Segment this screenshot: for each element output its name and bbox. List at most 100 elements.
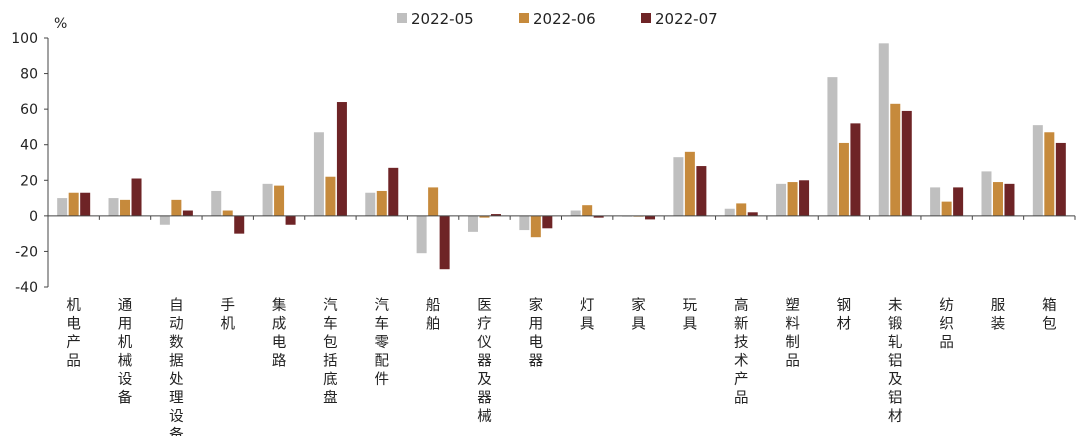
category-label: 汽车包括底盘	[323, 297, 338, 407]
bar-2022-07-机电产品	[80, 192, 91, 216]
bar-2022-07-钢材	[850, 123, 861, 216]
category-label: 钢材	[837, 297, 852, 333]
bars-group	[57, 43, 1066, 270]
category-label: 玩具	[683, 298, 698, 333]
bar-2022-07-家用电器	[542, 215, 553, 229]
category-label: 通用机械设备	[118, 297, 133, 407]
category-label: 船舶	[426, 297, 441, 333]
legend-item-2022-07: 2022-07	[641, 10, 718, 28]
bar-2022-05-医疗仪器及器械	[467, 215, 478, 232]
bar-2022-06-纺织品	[941, 201, 952, 216]
category-label: 自动数据处理设备	[169, 297, 184, 436]
bar-2022-05-灯具	[570, 210, 581, 216]
y-tick-label: -20	[15, 244, 38, 260]
category-label: 机电产品	[66, 297, 81, 370]
legend-item-2022-06: 2022-06	[519, 10, 596, 28]
bar-2022-07-医疗仪器及器械	[490, 214, 501, 216]
category-label: 纺织品	[939, 297, 954, 351]
y-tick-label: 0	[29, 209, 38, 225]
bar-2022-05-船舶	[416, 215, 427, 254]
bar-2022-05-汽车包括底盘	[313, 132, 324, 216]
category-label: 医疗仪器及器械	[477, 298, 492, 425]
bar-2022-06-医疗仪器及器械	[479, 215, 490, 218]
bar-2022-06-高新技术产品	[736, 203, 747, 216]
legend-swatch	[641, 13, 651, 23]
bar-2022-06-塑料制品	[787, 182, 798, 216]
legend-swatch	[397, 13, 407, 23]
bar-2022-06-机电产品	[68, 192, 79, 216]
y-axis-unit-label: %	[54, 16, 67, 32]
y-tick-label: -40	[15, 280, 38, 296]
bar-2022-05-服装	[981, 171, 992, 216]
bar-2022-07-集成电路	[285, 215, 296, 225]
bar-2022-07-自动数据处理设备	[182, 210, 193, 216]
bar-2022-06-未锻轧铝及铝材	[890, 103, 901, 216]
category-label: 集成电路	[272, 297, 287, 370]
bar-2022-05-通用机械设备	[108, 198, 119, 216]
category-label: 箱包	[1042, 297, 1057, 333]
bar-2022-07-通用机械设备	[131, 178, 142, 216]
category-labels: 机电产品 通用机械设备 自动数据处理设备 手机 集成电路 汽车包括底盘 汽车零配件 船舶 医疗仪…	[66, 297, 1056, 436]
bar-2022-07-高新技术产品	[747, 212, 758, 216]
bar-2022-07-手机	[234, 215, 245, 234]
category-label: 塑料制品	[785, 297, 800, 370]
bar-2022-07-玩具	[696, 166, 707, 216]
bar-2022-05-未锻轧铝及铝材	[878, 43, 889, 216]
bar-2022-07-箱包	[1055, 142, 1066, 216]
bar-2022-06-钢材	[838, 142, 849, 216]
category-label: 家用电器	[529, 297, 544, 370]
bar-2022-06-汽车包括底盘	[325, 176, 336, 216]
y-tick-label: 80	[20, 67, 38, 83]
bar-2022-06-汽车零配件	[376, 190, 387, 216]
legend-swatch	[519, 13, 529, 23]
bar-2022-06-服装	[992, 182, 1003, 216]
bar-2022-07-未锻轧铝及铝材	[901, 110, 912, 216]
bar-2022-06-手机	[222, 210, 233, 216]
x-axis	[47, 215, 1076, 220]
bar-2022-06-自动数据处理设备	[171, 199, 182, 216]
category-label: 灯具	[580, 297, 595, 333]
bar-2022-06-通用机械设备	[120, 199, 131, 216]
bar-2022-06-集成电路	[274, 185, 285, 216]
bar-2022-05-塑料制品	[776, 183, 787, 216]
bar-2022-05-自动数据处理设备	[159, 215, 170, 225]
bar-2022-06-玩具	[684, 151, 695, 216]
legend: 2022-05 2022-06 2022-07	[397, 10, 718, 28]
legend-item-2022-05: 2022-05	[397, 10, 474, 28]
bar-2022-05-汽车零配件	[365, 192, 376, 216]
category-label: 家具	[631, 297, 646, 333]
bar-2022-07-汽车零配件	[388, 167, 399, 216]
y-tick-label: 40	[20, 138, 38, 154]
bar-2022-06-灯具	[582, 205, 593, 216]
category-label: 服装	[991, 298, 1006, 333]
category-label: 汽车零配件	[375, 297, 390, 388]
bar-2022-05-高新技术产品	[724, 208, 735, 216]
bar-2022-05-机电产品	[57, 198, 68, 216]
bar-2022-05-纺织品	[930, 187, 941, 216]
y-tick-label: 60	[20, 102, 38, 118]
bar-2022-07-灯具	[593, 215, 604, 218]
bar-2022-07-家具	[645, 215, 656, 220]
bar-2022-05-家用电器	[519, 215, 530, 231]
bar-2022-07-塑料制品	[799, 180, 810, 216]
legend-label: 2022-05	[411, 10, 474, 28]
category-label: 手机	[220, 297, 235, 333]
y-axis: -40 -20 0 20 40 60 80 100	[11, 31, 49, 296]
legend-label: 2022-07	[655, 10, 718, 28]
bar-2022-06-家用电器	[530, 215, 541, 238]
bar-2022-05-手机	[211, 190, 222, 216]
y-tick-label: 20	[20, 173, 38, 189]
bar-2022-07-纺织品	[953, 187, 964, 216]
bar-2022-06-箱包	[1044, 132, 1055, 216]
bar-2022-07-服装	[1004, 183, 1015, 216]
bar-2022-05-钢材	[827, 77, 838, 216]
bar-2022-06-船舶	[428, 187, 439, 216]
bar-2022-07-船舶	[439, 215, 450, 270]
bar-2022-05-箱包	[1032, 125, 1043, 216]
bar-2022-05-玩具	[673, 157, 684, 216]
bar-2022-07-汽车包括底盘	[336, 102, 347, 216]
legend-label: 2022-06	[533, 10, 596, 28]
bar-2022-05-集成电路	[262, 183, 273, 216]
category-label: 高新技术产品	[734, 297, 749, 407]
